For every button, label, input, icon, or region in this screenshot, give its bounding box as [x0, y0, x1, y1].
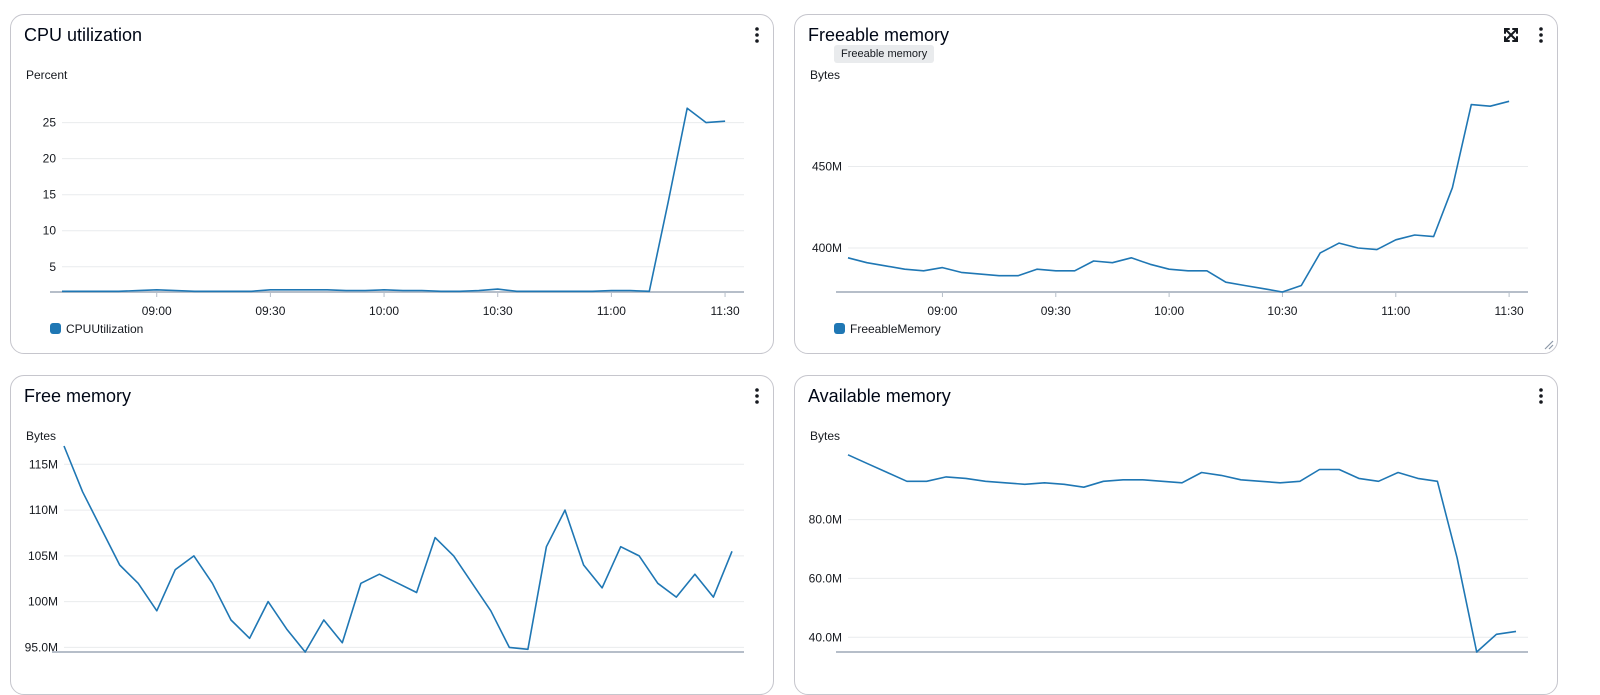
x-tick-label: 09:30: [255, 304, 285, 318]
more-vertical-icon[interactable]: [1533, 386, 1549, 406]
panel-title: Freeable memory: [808, 25, 950, 45]
panel-title: CPU utilization: [24, 25, 143, 45]
panel-title: Available memory: [808, 386, 951, 406]
resize-handle-icon[interactable]: [1542, 338, 1554, 350]
y-axis-unit: Percent: [26, 68, 68, 82]
x-tick-label: 11:30: [1495, 304, 1524, 318]
y-tick-label: 95.0M: [25, 640, 58, 654]
x-tick-label: 10:30: [1267, 304, 1297, 318]
free-memory-panel: Free memory Bytes 95.0M 100M 105M 110M 115M: [10, 375, 774, 695]
series-line: [63, 445, 733, 653]
y-tick-label: 20: [43, 152, 57, 166]
panel-title: Free memory: [24, 386, 132, 406]
x-tick-label: 09:30: [1041, 304, 1071, 318]
x-tick-label: 10:00: [1154, 304, 1184, 318]
freeable-memory-chart: Bytes 400M 450M 09:00 09:30 10:00 10:30 11:00 11…: [810, 68, 1528, 336]
y-tick-label: 105M: [28, 549, 58, 563]
y-axis-unit: Bytes: [810, 429, 840, 443]
expand-icon[interactable]: [1501, 25, 1521, 45]
y-tick-label: 450M: [812, 159, 842, 173]
y-tick-label: 5: [49, 260, 56, 274]
y-tick-label: 110M: [29, 503, 58, 517]
y-tick-label: 15: [43, 188, 57, 202]
free-memory-chart: Bytes 95.0M 100M 105M 110M 115M: [25, 429, 744, 654]
y-axis-unit: Bytes: [26, 429, 56, 443]
cpu-utilization-panel: CPU utilization Percent 5 10 15 20 25 09:00 09:…: [10, 14, 774, 354]
legend-swatch[interactable]: [834, 323, 845, 334]
more-vertical-icon[interactable]: [749, 25, 765, 45]
legend-label[interactable]: FreeableMemory: [850, 322, 941, 336]
series-line: [847, 454, 1517, 653]
x-tick-label: 10:00: [369, 304, 399, 318]
available-memory-chart: Bytes 40.0M 60.0M 80.0M: [809, 429, 1528, 653]
y-tick-label: 10: [43, 224, 57, 238]
x-tick-label: 11:00: [1381, 304, 1410, 318]
y-tick-label: 25: [43, 116, 57, 130]
legend-swatch[interactable]: [50, 323, 61, 334]
title-tooltip: Freeable memory: [834, 45, 935, 63]
more-vertical-icon[interactable]: [749, 386, 765, 406]
x-tick-label: 09:00: [142, 304, 172, 318]
more-vertical-icon[interactable]: [1533, 25, 1549, 45]
series-line: [847, 100, 1510, 293]
y-axis-unit: Bytes: [810, 68, 840, 82]
y-tick-label: 60.0M: [809, 571, 842, 585]
series-line: [62, 107, 726, 293]
y-tick-label: 115M: [29, 457, 58, 471]
y-tick-label: 100M: [28, 595, 58, 609]
y-tick-label: 80.0M: [809, 513, 842, 527]
x-tick-label: 10:30: [483, 304, 513, 318]
freeable-memory-panel: Freeable memory Bytes 400M 450M 09:00 09:30 1…: [794, 14, 1558, 354]
x-tick-label: 09:00: [927, 304, 957, 318]
legend-label[interactable]: CPUUtilization: [66, 322, 143, 336]
y-tick-label: 400M: [812, 241, 842, 255]
x-tick-label: 11:00: [597, 304, 626, 318]
x-tick-label: 11:30: [710, 304, 739, 318]
available-memory-panel: Available memory Bytes 40.0M 60.0M 80.0M: [794, 375, 1558, 695]
cpu-utilization-chart: Percent 5 10 15 20 25 09:00 09:30 10:00 10:30 11:0…: [26, 68, 744, 336]
y-tick-label: 40.0M: [809, 630, 842, 644]
